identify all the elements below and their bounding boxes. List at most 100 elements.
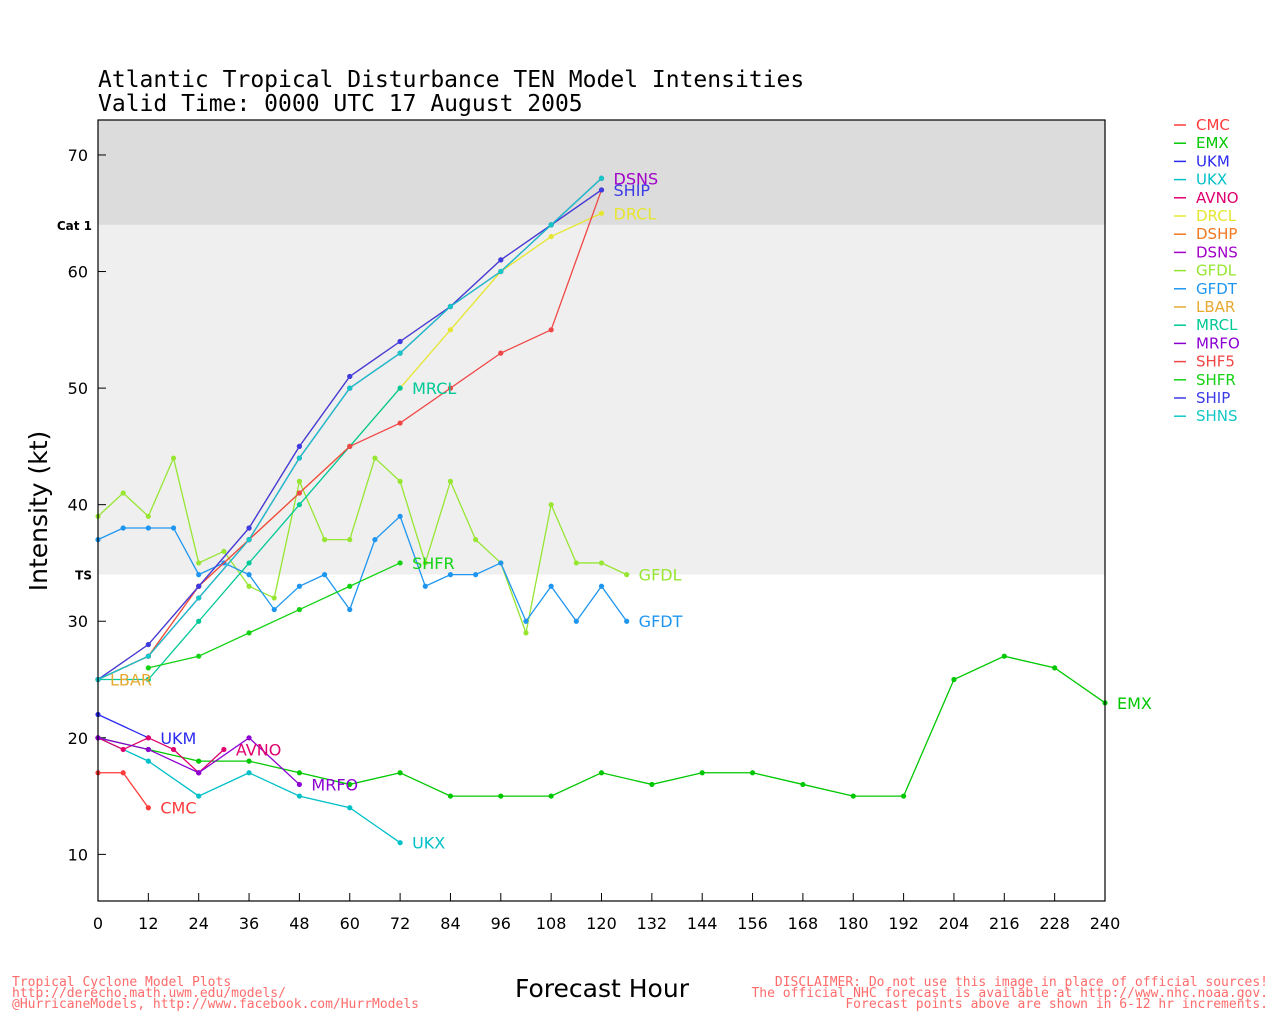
data-point: [296, 770, 302, 776]
x-axis-label: Forecast Hour: [515, 974, 690, 1003]
data-point: [749, 770, 756, 776]
data-point: [498, 350, 504, 356]
legend-item: CMC: [1174, 116, 1230, 134]
y-tick-label: 30: [68, 612, 88, 631]
data-point: [397, 420, 403, 426]
x-tick-label: 132: [637, 914, 668, 933]
data-point: [548, 233, 554, 240]
legend-item: SHNS: [1174, 407, 1238, 425]
legend-label: SHFR: [1196, 371, 1236, 389]
x-tick-label: 0: [93, 914, 103, 933]
data-point: [347, 583, 353, 589]
series-ship: [95, 187, 605, 683]
band-label: TS: [75, 569, 92, 583]
data-point: [246, 630, 252, 636]
data-point: [498, 560, 504, 566]
legend-label: SHNS: [1196, 407, 1238, 425]
data-point: [246, 525, 252, 531]
data-point: [145, 525, 151, 531]
data-point: [397, 770, 403, 776]
footer-social-line: @HurricaneModels, http://www.facebook.co…: [12, 997, 419, 1012]
series-label: SHIP: [614, 181, 651, 200]
legend-item: UKX: [1174, 171, 1227, 189]
footer-credit-line: Tropical Cyclone Model Plots: [12, 975, 232, 990]
data-point: [624, 572, 630, 578]
series-label: DRCL: [614, 204, 657, 223]
data-point: [347, 606, 353, 613]
legend-item: MRFO: [1174, 334, 1240, 352]
data-point: [901, 793, 907, 799]
data-point: [246, 770, 252, 776]
data-point: [196, 653, 202, 659]
series-line: [97, 515, 628, 623]
data-point: [246, 560, 252, 566]
data-point: [271, 606, 277, 613]
data-point: [145, 805, 151, 811]
x-tick-label: 36: [239, 914, 259, 933]
data-point: [447, 572, 454, 578]
data-point: [498, 793, 504, 799]
x-tick-label: 48: [289, 914, 309, 933]
data-point: [145, 653, 151, 659]
data-point: [246, 572, 252, 578]
chart-subtitle: Valid Time: 0000 UTC 17 August 2005: [98, 91, 583, 117]
y-tick-label: 40: [68, 496, 88, 515]
band-label: Cat 1: [57, 219, 92, 233]
y-tick-label: 60: [68, 263, 88, 282]
data-point: [170, 455, 177, 461]
data-point: [1001, 653, 1007, 659]
x-tick-label: 204: [939, 914, 970, 933]
x-tick-label: 228: [1039, 914, 1070, 933]
series-label: AVNO: [236, 740, 281, 759]
chart-title: Atlantic Tropical Disturbance TEN Model …: [98, 67, 804, 93]
data-point: [372, 537, 378, 543]
data-point: [271, 595, 277, 601]
series-label: EMX: [1117, 694, 1152, 713]
legend-label: AVNO: [1196, 189, 1239, 207]
data-point: [347, 805, 353, 811]
series-line: [98, 772, 149, 809]
data-point: [951, 676, 957, 683]
legend-label: DSHP: [1196, 225, 1237, 243]
legend-item: DSHP: [1174, 225, 1237, 243]
data-point: [170, 746, 177, 753]
x-tick-label: 108: [536, 914, 567, 933]
legend-item: LBAR: [1174, 298, 1235, 316]
data-point: [598, 560, 605, 566]
data-point: [598, 770, 605, 776]
data-point: [196, 583, 202, 589]
data-point: [221, 746, 227, 753]
data-point: [598, 175, 605, 181]
data-point: [170, 525, 177, 531]
legend-item: DSNS: [1174, 243, 1238, 261]
series-label: GFDT: [639, 612, 683, 631]
data-point: [221, 548, 227, 554]
data-point: [347, 373, 353, 380]
legend-label: GFDL: [1196, 262, 1237, 280]
x-tick-label: 96: [491, 914, 511, 933]
data-point: [196, 793, 202, 799]
legend-item: DRCL: [1174, 207, 1237, 225]
y-axis-ticks: 10 20 30 40 50 60 70: [68, 146, 106, 864]
data-point: [397, 350, 403, 356]
data-point: [523, 630, 529, 636]
data-point: [548, 502, 554, 508]
x-tick-label: 72: [390, 914, 410, 933]
series-mrfo: [95, 735, 302, 788]
legend-item: AVNO: [1174, 189, 1239, 207]
series-gfdt: [95, 513, 630, 624]
data-point: [196, 595, 202, 601]
data-point: [1052, 665, 1058, 671]
data-point: [296, 793, 302, 799]
legend-item: SHIP: [1174, 389, 1230, 407]
y-axis-label: Intensity (kt): [24, 431, 53, 592]
data-point: [422, 560, 428, 566]
series-label: SHFR: [412, 554, 455, 573]
data-point: [196, 560, 202, 566]
x-tick-label: 60: [340, 914, 360, 933]
legend-item: GFDL: [1174, 262, 1237, 280]
intensity-bands: [98, 120, 1105, 575]
data-point: [120, 490, 126, 496]
series-end-labels: CMC EMX UKM UKX AVNO DRCL DSNS GFDL GFDT LBAR MRCL…: [110, 169, 1152, 852]
